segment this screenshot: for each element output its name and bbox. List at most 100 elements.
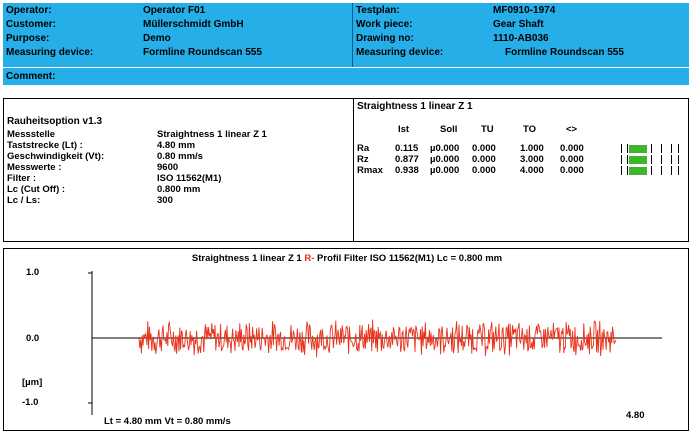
param-value: 0.800 mm: [157, 184, 201, 195]
profile-plot: [88, 271, 662, 415]
param-value: 300: [157, 195, 173, 206]
field-value: Operator F01: [143, 5, 206, 16]
measurement-info-panel: Rauheitsoption v1.3 Messstelle Straightn…: [3, 98, 689, 242]
header-field-testplan: Testplan: MF0910-1974: [353, 4, 690, 18]
result-tu: 0.000: [472, 154, 496, 165]
result-to: 4.000: [520, 165, 544, 176]
field-value: Formline Roundscan 555: [143, 47, 262, 58]
header-left-column: Operator: Operator F01 Customer: Müllers…: [3, 3, 351, 67]
bar-tick: [651, 155, 652, 164]
param-label: Messwerte :: [7, 162, 62, 173]
profile-chart: Straightness 1 linear Z 1 R- Profil Filt…: [3, 248, 689, 431]
field-label: Measuring device:: [356, 47, 444, 58]
y-tick-label: -1.0: [22, 397, 39, 408]
col-header-diff: <>: [566, 124, 578, 135]
bar-tick: [661, 144, 662, 153]
header-field-operator: Operator: Operator F01: [3, 4, 351, 18]
chart-title-profile: R-: [304, 253, 315, 264]
param-label: Lc / Ls:: [7, 195, 41, 206]
bar-tick: [678, 144, 679, 153]
y-tick-label: 0.0: [26, 333, 40, 344]
field-value: Formline Roundscan 555: [505, 47, 624, 58]
parameter-list: Rauheitsoption v1.3 Messstelle Straightn…: [4, 99, 353, 241]
field-label: Measuring device:: [6, 47, 94, 58]
results-table: Straightness 1 linear Z 1 Ist Soll TU TO…: [353, 99, 689, 241]
param-value: ISO 11562(M1): [157, 173, 222, 184]
param-value: Straightness 1 linear Z 1: [157, 129, 267, 140]
param-value: 0.80 mm/s: [157, 151, 203, 162]
bar-tick: [678, 155, 679, 164]
param-row: Taststrecke (Lt) : 4.80 mm: [7, 140, 347, 151]
param-row: Filter : ISO 11562(M1): [7, 173, 347, 184]
result-diff: 0.000: [560, 143, 584, 154]
profile-series: [138, 319, 617, 358]
result-name: Ra: [357, 143, 370, 154]
header-panel: Operator: Operator F01 Customer: Müllers…: [3, 3, 689, 85]
bar-tick: [627, 144, 628, 153]
param-row: Messstelle Straightness 1 linear Z 1: [7, 129, 347, 140]
field-label: Work piece:: [356, 19, 413, 30]
result-to: 3.000: [520, 154, 544, 165]
bar-tick: [621, 155, 622, 164]
result-diff: 0.000: [560, 165, 584, 176]
field-value: 1110-AB036: [493, 33, 549, 44]
param-label: Messstelle: [7, 129, 56, 140]
tolerance-bar: [621, 166, 679, 175]
field-label: Purpose:: [6, 33, 50, 44]
param-value: 9600: [157, 162, 179, 173]
bar-tick: [651, 144, 652, 153]
param-row: Geschwindigkeit (Vt): 0.80 mm/s: [7, 151, 347, 162]
field-label: Operator:: [6, 5, 52, 16]
field-value: Gear Shaft: [493, 19, 544, 30]
bar-tick: [671, 155, 672, 164]
chart-title-rest: Profil Filter ISO 11562(M1) Lc = 0.800 m…: [317, 253, 503, 264]
chart-title-main: Straightness 1 linear Z 1: [191, 253, 302, 264]
field-label: Drawing no:: [356, 33, 414, 44]
header-field-drawing: Drawing no: 1110-AB036: [353, 32, 690, 46]
param-label: Filter :: [7, 173, 37, 184]
tolerance-bar: [621, 155, 679, 164]
param-row: Lc / Ls: 300: [7, 195, 347, 206]
result-tu: 0.000: [472, 143, 496, 154]
param-label: Lc (Cut Off) :: [7, 184, 66, 195]
result-soll: µ0.000: [430, 154, 460, 165]
field-value: Demo: [143, 33, 171, 44]
result-soll: µ0.000: [430, 143, 460, 154]
field-label: Customer:: [6, 19, 57, 30]
chart-footer: Lt = 4.80 mm Vt = 0.80 mm/s: [104, 416, 231, 427]
bar-tick: [661, 166, 662, 175]
result-to: 1.000: [520, 143, 544, 154]
y-tick-label: 1.0: [26, 267, 40, 278]
results-title: Straightness 1 linear Z 1: [357, 101, 473, 112]
header-field-customer: Customer: Müllerschmidt GmbH: [3, 18, 351, 32]
tolerance-bar: [621, 144, 679, 153]
result-ist: 0.877: [395, 154, 419, 165]
bar-tick: [651, 166, 652, 175]
param-label: Taststrecke (Lt) :: [7, 140, 83, 151]
bar-tick: [678, 166, 679, 175]
bar-fill: [629, 145, 647, 153]
bar-tick: [671, 144, 672, 153]
header-field-device: Measuring device: Formline Roundscan 555: [3, 46, 351, 60]
header-block: Operator: Operator F01 Customer: Müllers…: [3, 3, 689, 67]
param-row: Lc (Cut Off) : 0.800 mm: [7, 184, 347, 195]
param-row: Messwerte : 9600: [7, 162, 347, 173]
header-field-workpiece: Work piece: Gear Shaft: [353, 18, 690, 32]
result-name: Rz: [357, 154, 369, 165]
comment-bar[interactable]: Comment:: [3, 68, 689, 85]
param-value: 4.80 mm: [157, 140, 196, 151]
result-soll: µ0.000: [430, 165, 460, 176]
bar-tick: [627, 155, 628, 164]
bar-fill: [629, 167, 647, 175]
result-ist: 0.938: [395, 165, 419, 176]
bar-tick: [661, 155, 662, 164]
col-header-to: TO: [523, 124, 537, 135]
header-field-purpose: Purpose: Demo: [3, 32, 351, 46]
field-value: MF0910-1974: [493, 5, 556, 16]
result-tu: 0.000: [472, 165, 496, 176]
result-diff: 0.000: [560, 154, 584, 165]
option-version: Rauheitsoption v1.3: [7, 116, 103, 127]
bar-fill: [629, 156, 647, 164]
bar-tick: [627, 166, 628, 175]
